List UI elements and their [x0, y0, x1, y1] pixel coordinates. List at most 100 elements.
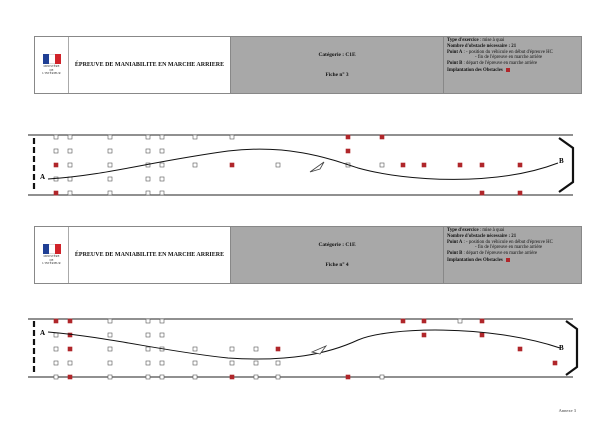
obstacle-cone: [107, 360, 113, 366]
obstacle-cone: [379, 134, 385, 140]
point-b-label: B: [559, 344, 564, 352]
obstacle-legend: Implantation des Obstacles: [447, 257, 578, 264]
sheet-number: Fiche n° 4: [325, 262, 349, 268]
obstacle-cone: [145, 148, 151, 154]
obstacle-cone: [229, 134, 235, 140]
obstacle-cone: [421, 318, 427, 324]
flag-icon: [42, 54, 61, 65]
obstacle-cone: [107, 162, 113, 168]
obstacle-cone: [159, 162, 165, 168]
obstacle-cone: [159, 134, 165, 140]
obstacle-cone: [479, 318, 485, 324]
direction-arrow-icon: [310, 345, 328, 355]
point-b-desc: Point B : départ de l'épreuve en marche …: [447, 251, 538, 257]
obstacle-cone: [53, 346, 59, 352]
obstacles: [53, 318, 558, 380]
sheet-number: Fiche n° 3: [325, 72, 349, 78]
obstacle-cone: [107, 134, 113, 140]
logo-text: MINISTÈRE DE L'INTÉRIEUR: [42, 254, 61, 266]
obstacle-cone: [53, 332, 59, 338]
obstacle-cone: [67, 148, 73, 154]
obstacle-cone: [107, 332, 113, 338]
obstacle-cone: [53, 374, 59, 380]
obstacle-cone: [457, 318, 463, 324]
obstacle-cone: [53, 148, 59, 154]
category-cell: Catégorie : C1E Fiche n° 4: [231, 227, 444, 283]
obstacle-cone: [53, 134, 59, 140]
obstacle-count: Nombre d'obstacle nécessaire : 21: [447, 233, 517, 239]
course-diagram-2: A B: [28, 318, 579, 380]
obstacle-cone: [67, 162, 73, 168]
obstacle-legend: Implantation des Obstacles: [447, 67, 578, 74]
point-a-label: A: [40, 329, 45, 337]
flag-icon: [42, 244, 61, 255]
test-title: ÉPREUVE DE MANIABILITE EN MARCHE ARRIERE: [69, 227, 231, 283]
obstacle-cone: [517, 162, 523, 168]
trajectory-path: [47, 148, 559, 180]
direction-arrow-icon: [309, 161, 325, 173]
point-a-label: A: [40, 173, 45, 181]
obstacle-cone: [229, 346, 235, 352]
obstacle-cone: [253, 374, 259, 380]
obstacle-cone: [107, 318, 113, 324]
exercise-type: Type d'exercice : mise à quai: [447, 38, 505, 43]
point-b-desc: Point B : départ de l'épreuve en marche …: [447, 61, 538, 67]
obstacle-cone: [145, 190, 151, 196]
obstacle-cone: [253, 346, 259, 352]
dock-marks: [32, 320, 579, 376]
obstacle-cone: [145, 346, 151, 352]
obstacle-legend-icon: [505, 67, 510, 72]
obstacle-cone: [67, 134, 73, 140]
obstacle-cone: [67, 318, 73, 324]
obstacle-cone: [107, 176, 113, 182]
point-a-desc: Point A : - position du véhicule en débu…: [447, 49, 553, 55]
exercise-type: Type d'exercice : mise à quai: [447, 228, 505, 233]
obstacle-cone: [53, 162, 59, 168]
obstacle-cone: [379, 162, 385, 168]
category-cell: Catégorie : C1E Fiche n° 3: [231, 37, 444, 93]
obstacle-cone: [107, 346, 113, 352]
obstacle-cone: [517, 190, 523, 196]
obstacle-cone: [275, 346, 281, 352]
obstacle-cone: [67, 190, 73, 196]
category-label: Catégorie : C1E: [318, 242, 356, 248]
point-a-desc: Point A : - position du véhicule en débu…: [447, 239, 553, 245]
end-desc: - fin de l'épreuve en marche arrière: [475, 245, 543, 251]
obstacle-cone: [345, 148, 351, 154]
annex-label: Annexe 3: [558, 408, 576, 413]
obstacle-cone: [107, 148, 113, 154]
obstacle-cone: [159, 148, 165, 154]
point-b-label: B: [559, 157, 564, 165]
obstacle-cone: [67, 346, 73, 352]
category-label: Catégorie : C1E: [318, 52, 356, 58]
obstacle-cone: [145, 332, 151, 338]
obstacle-cone: [53, 360, 59, 366]
ministry-logo: MINISTÈRE DE L'INTÉRIEUR: [35, 37, 69, 93]
obstacle-cone: [421, 162, 427, 168]
dock-marks: [32, 137, 575, 193]
obstacle-cone: [479, 162, 485, 168]
obstacle-cone: [457, 162, 463, 168]
obstacle-cone: [229, 360, 235, 366]
obstacle-cone: [107, 190, 113, 196]
obstacle-cone: [53, 318, 59, 324]
obstacle-cone: [517, 346, 523, 352]
obstacle-cone: [192, 346, 198, 352]
obstacle-cone: [479, 332, 485, 338]
obstacle-cone: [53, 190, 59, 196]
ministry-logo: MINISTÈRE DE L'INTÉRIEUR: [35, 227, 69, 283]
obstacle-cone: [159, 332, 165, 338]
obstacle-cone: [107, 374, 113, 380]
obstacle-cone: [552, 360, 558, 366]
obstacle-cone: [192, 360, 198, 366]
obstacle-cone: [275, 374, 281, 380]
obstacle-cone: [421, 332, 427, 338]
obstacle-cone: [145, 318, 151, 324]
sheet-header-1: MINISTÈRE DE L'INTÉRIEUR ÉPREUVE DE MANIAB…: [34, 36, 582, 94]
obstacle-cone: [345, 374, 351, 380]
test-title: ÉPREUVE DE MANIABILITE EN MARCHE ARRIERE: [69, 37, 231, 93]
logo-text: MINISTÈRE DE L'INTÉRIEUR: [42, 64, 61, 76]
obstacle-cone: [145, 360, 151, 366]
obstacle-cone: [275, 360, 281, 366]
obstacle-cone: [67, 360, 73, 366]
